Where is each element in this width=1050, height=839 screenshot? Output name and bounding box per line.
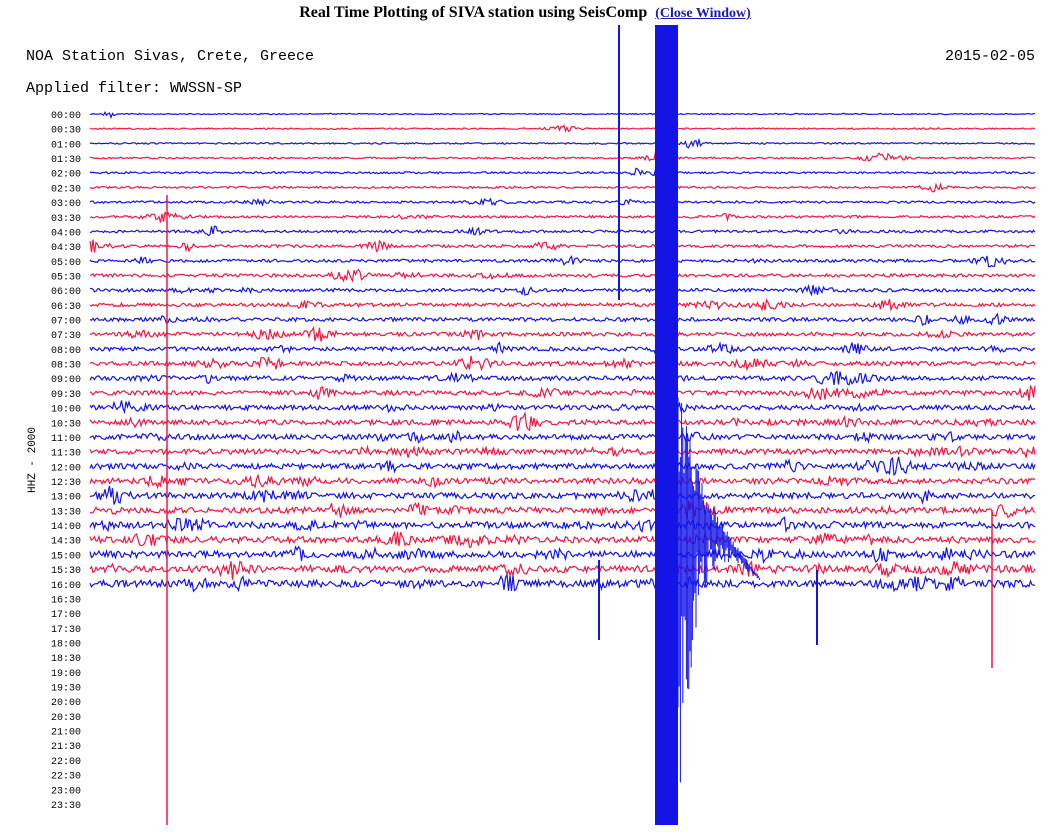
trace bbox=[89, 384, 1036, 401]
trace bbox=[89, 530, 1036, 548]
trace bbox=[89, 182, 1036, 193]
trace bbox=[89, 429, 1036, 444]
page-title: Real Time Plotting of SIVA station using… bbox=[299, 4, 648, 21]
trace bbox=[89, 560, 1036, 580]
hour-label: 10:00 bbox=[51, 405, 81, 416]
trace bbox=[89, 137, 1036, 149]
event-band bbox=[655, 25, 678, 825]
hour-label: 00:00 bbox=[51, 111, 81, 122]
hour-label: 18:30 bbox=[51, 654, 81, 665]
event-coda bbox=[677, 397, 761, 783]
hour-label: 15:00 bbox=[51, 551, 81, 562]
hour-label: 03:00 bbox=[51, 199, 81, 210]
hour-label: 23:00 bbox=[51, 786, 81, 797]
channel-label: HHZ - 2000 bbox=[27, 427, 39, 493]
hour-label: 18:00 bbox=[51, 639, 81, 650]
trace bbox=[90, 283, 1036, 297]
trace bbox=[89, 341, 1036, 357]
hour-label: 13:30 bbox=[51, 507, 81, 518]
trace bbox=[89, 197, 1036, 207]
hour-label: 07:30 bbox=[51, 331, 81, 342]
filter-label: Applied filter: WWSSN-SP bbox=[26, 80, 242, 97]
hour-label: 09:30 bbox=[51, 390, 81, 401]
trace bbox=[89, 211, 1036, 223]
hour-label: 22:00 bbox=[51, 757, 81, 768]
hour-label: 02:30 bbox=[51, 184, 81, 195]
trace bbox=[89, 111, 1036, 120]
hour-label: 01:00 bbox=[51, 140, 81, 151]
hour-label: 03:30 bbox=[51, 214, 81, 225]
trace bbox=[89, 516, 1036, 534]
hour-label: 11:30 bbox=[51, 449, 81, 460]
hour-label: 00:30 bbox=[51, 126, 81, 137]
trace bbox=[89, 444, 1036, 460]
trace bbox=[89, 485, 1035, 505]
hour-label: 06:30 bbox=[51, 302, 81, 313]
close-window-link[interactable]: (Close Window) bbox=[655, 6, 751, 21]
hour-label: 15:30 bbox=[51, 566, 81, 577]
trace bbox=[89, 239, 1036, 253]
trace bbox=[89, 355, 1036, 372]
hour-label: 19:00 bbox=[51, 669, 81, 680]
hour-label: 17:00 bbox=[51, 610, 81, 621]
hour-label: 07:00 bbox=[51, 317, 81, 328]
hour-label: 12:00 bbox=[51, 463, 81, 474]
trace bbox=[89, 254, 1036, 268]
header: Real Time Plotting of SIVA station using… bbox=[0, 4, 1050, 22]
hour-label: 08:30 bbox=[51, 361, 81, 372]
trace bbox=[89, 151, 1036, 165]
trace bbox=[89, 411, 1036, 432]
hour-label: 04:30 bbox=[51, 243, 81, 254]
trace bbox=[89, 312, 1036, 327]
trace bbox=[89, 399, 1036, 415]
trace bbox=[89, 500, 1036, 519]
hour-label: 16:00 bbox=[51, 581, 81, 592]
trace bbox=[89, 124, 1036, 133]
trace bbox=[89, 325, 1036, 342]
hour-label: 21:00 bbox=[51, 728, 81, 739]
hour-label: 16:30 bbox=[51, 595, 81, 606]
trace bbox=[89, 225, 1036, 237]
hour-label: 11:00 bbox=[51, 434, 81, 445]
hour-label: 19:30 bbox=[51, 684, 81, 695]
hour-label: 20:00 bbox=[51, 698, 81, 709]
trace bbox=[89, 268, 1036, 283]
hour-label: 17:30 bbox=[51, 625, 81, 636]
hour-label: 14:00 bbox=[51, 522, 81, 533]
hour-label: 21:30 bbox=[51, 742, 81, 753]
trace bbox=[89, 370, 1036, 386]
hour-label: 10:30 bbox=[51, 419, 81, 430]
trace bbox=[89, 473, 1036, 490]
hour-label: 20:30 bbox=[51, 713, 81, 724]
hour-label: 05:00 bbox=[51, 258, 81, 269]
hour-label: 12:30 bbox=[51, 478, 81, 489]
trace bbox=[89, 572, 1036, 593]
trace bbox=[89, 167, 1036, 179]
hour-label: 04:00 bbox=[51, 228, 81, 239]
hour-label: 06:00 bbox=[51, 287, 81, 298]
hour-label: 13:00 bbox=[51, 493, 81, 504]
hour-label: 23:30 bbox=[51, 801, 81, 812]
trace bbox=[89, 545, 1036, 565]
hour-label: 02:00 bbox=[51, 170, 81, 181]
station-label: NOA Station Sivas, Crete, Greece bbox=[26, 48, 314, 65]
trace bbox=[89, 298, 1036, 312]
date-label: 2015-02-05 bbox=[945, 48, 1035, 65]
hour-label: 01:30 bbox=[51, 155, 81, 166]
trace bbox=[89, 456, 1036, 477]
hour-label: 09:00 bbox=[51, 375, 81, 386]
hour-label: 05:30 bbox=[51, 272, 81, 283]
hour-label: 08:00 bbox=[51, 346, 81, 357]
hour-label: 14:30 bbox=[51, 537, 81, 548]
hour-label: 22:30 bbox=[51, 772, 81, 783]
